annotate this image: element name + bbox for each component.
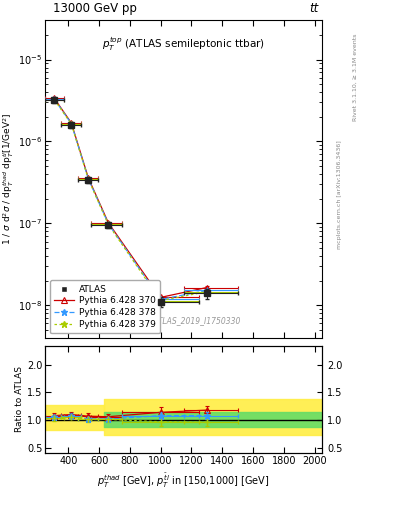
- Legend: ATLAS, Pythia 6.428 370, Pythia 6.428 378, Pythia 6.428 379: ATLAS, Pythia 6.428 370, Pythia 6.428 37…: [50, 280, 160, 333]
- Text: ATLAS_2019_I1750330: ATLAS_2019_I1750330: [154, 316, 241, 325]
- Text: $p_T^{top}$ (ATLAS semileptonic ttbar): $p_T^{top}$ (ATLAS semileptonic ttbar): [102, 35, 265, 53]
- Text: 13000 GeV pp: 13000 GeV pp: [53, 3, 137, 15]
- Y-axis label: 1 / $\sigma$ d$^2\sigma$ / dp$_T^{thad}$ dp$_T^{\bar{t}l}$[1/GeV$^2$]: 1 / $\sigma$ d$^2\sigma$ / dp$_T^{thad}$…: [0, 113, 15, 245]
- X-axis label: $p_T^{thad}$ [GeV], $p_T^{\bar{t}l}$ in [150,1000] [GeV]: $p_T^{thad}$ [GeV], $p_T^{\bar{t}l}$ in …: [97, 472, 270, 489]
- Y-axis label: Ratio to ATLAS: Ratio to ATLAS: [15, 367, 24, 432]
- Text: Rivet 3.1.10, ≥ 3.1M events: Rivet 3.1.10, ≥ 3.1M events: [353, 34, 358, 121]
- Text: tt: tt: [309, 3, 318, 15]
- Text: mcplots.cern.ch [arXiv:1306.3436]: mcplots.cern.ch [arXiv:1306.3436]: [338, 141, 342, 249]
